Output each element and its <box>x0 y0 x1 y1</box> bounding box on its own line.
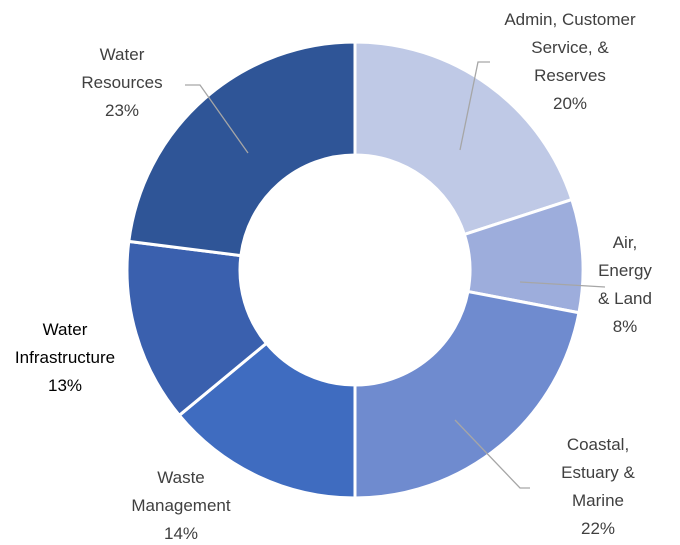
donut-segment <box>353 40 574 237</box>
leader-line <box>454 419 530 489</box>
donut-segment <box>353 289 581 500</box>
category-label: Waste Management <box>131 468 231 515</box>
category-label: Coastal, Estuary & Marine <box>561 435 635 510</box>
donut-segment <box>127 40 357 258</box>
data-label: Air, Energy & Land 8% <box>594 229 656 341</box>
category-label: Water Resources <box>81 45 163 92</box>
leader-line <box>459 61 490 151</box>
data-label: Water Infrastructure 13% <box>7 316 123 400</box>
data-label: Waste Management 14% <box>125 464 237 545</box>
category-label: Admin, Customer Service, & Reserves <box>504 10 636 85</box>
value-label: 20% <box>552 94 588 113</box>
data-label: Water Resources 23% <box>77 41 167 125</box>
data-label: Admin, Customer Service, & Reserves 20% <box>500 6 640 118</box>
value-label: 22% <box>580 519 616 538</box>
data-label: Coastal, Estuary & Marine 22% <box>555 431 641 543</box>
value-label: 8% <box>612 317 638 336</box>
category-label: Air, Energy & Land <box>598 233 652 308</box>
leader-line <box>185 84 249 154</box>
value-label: 14% <box>163 524 199 543</box>
value-label: 13% <box>47 376 83 395</box>
leader-line <box>519 281 606 288</box>
category-label: Water Infrastructure <box>14 320 116 367</box>
value-label: 23% <box>104 101 140 120</box>
